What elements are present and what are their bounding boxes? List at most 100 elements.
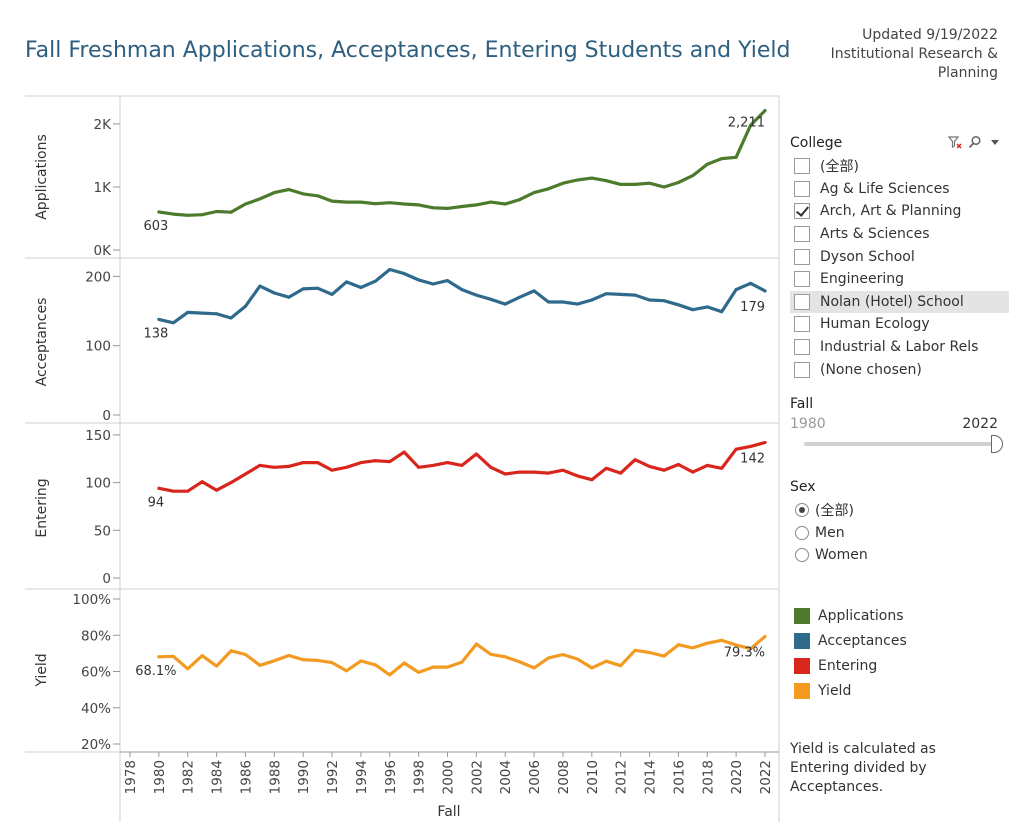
x-tick-label: 2014 [643, 760, 659, 794]
x-tick-label: 2020 [729, 760, 745, 794]
y-tick-label: 100 [85, 476, 111, 492]
college-checkbox[interactable] [794, 293, 810, 310]
data-point [720, 310, 724, 314]
fall-slider-handle[interactable] [991, 435, 1003, 453]
college-option[interactable]: Industrial & Labor Rels [790, 336, 1006, 359]
x-tick-label: 1984 [210, 760, 226, 794]
data-point [749, 123, 753, 127]
data-point [734, 643, 738, 647]
college-option[interactable]: Arts & Sciences [790, 223, 1006, 246]
sex-option[interactable]: Men [790, 522, 1006, 545]
fall-slider[interactable] [790, 434, 1006, 454]
sex-filter-title: Sex [790, 479, 816, 495]
sex-option[interactable]: (全部) [790, 499, 1006, 522]
college-checkbox[interactable] [794, 271, 810, 288]
dropdown-arrow-icon[interactable] [988, 135, 1002, 149]
data-point [604, 179, 608, 183]
college-checkbox[interactable] [794, 248, 810, 265]
clear-filter-icon[interactable] [948, 135, 962, 149]
legend-label: Applications [818, 607, 904, 624]
data-point [301, 287, 305, 291]
data-point [460, 288, 464, 292]
data-point [489, 465, 493, 469]
college-filter: College (全部) Ag & Life Sciences Arch, Art … [790, 135, 1009, 381]
search-icon[interactable] [968, 135, 982, 149]
data-point [244, 304, 247, 308]
college-option-label: Arts & Sciences [820, 226, 930, 243]
data-point [460, 463, 464, 467]
college-option[interactable]: (全部) [790, 155, 1006, 178]
college-checkbox[interactable] [794, 316, 810, 333]
college-checkbox[interactable] [794, 339, 810, 356]
sex-option[interactable]: Women [790, 544, 1006, 567]
y-tick-label: 200 [85, 269, 111, 285]
college-option[interactable]: Human Ecology [790, 313, 1006, 336]
legend-label: Entering [818, 657, 878, 674]
college-checkbox[interactable] [794, 180, 810, 197]
college-option[interactable]: Arch, Art & Planning [790, 200, 1006, 223]
sex-radio[interactable] [795, 525, 809, 540]
x-tick-label: 2008 [556, 760, 572, 794]
college-option[interactable]: Ag & Life Sciences [790, 178, 1006, 201]
data-point [417, 278, 421, 282]
data-point [388, 268, 392, 271]
yield-note-line1: Yield is calculated as [790, 741, 936, 757]
legend-swatch [794, 632, 810, 649]
data-point [244, 202, 247, 206]
college-option-label: (全部) [820, 159, 859, 176]
data-point [431, 282, 435, 286]
updated-note: Updated 9/19/2022 Institutional Research… [778, 26, 998, 83]
college-checkbox[interactable] [794, 226, 810, 243]
data-point [691, 646, 695, 650]
data-point [359, 461, 363, 465]
y-tick-label: 0K [94, 243, 113, 259]
sex-radio[interactable] [795, 503, 809, 518]
college-option[interactable]: (None chosen) [790, 358, 1006, 381]
data-point [345, 280, 348, 284]
college-checkbox[interactable] [794, 361, 810, 378]
data-point [474, 452, 478, 456]
data-point [186, 310, 190, 314]
college-list: (全部) Ag & Life Sciences Arch, Art & Planni… [790, 155, 1009, 381]
legend-item[interactable]: Applications [790, 603, 1006, 628]
data-point [561, 653, 565, 657]
data-point [532, 289, 536, 293]
college-checkbox[interactable] [794, 203, 810, 220]
data-point [604, 292, 608, 296]
data-point [676, 181, 680, 184]
data-point [345, 669, 348, 673]
data-point [720, 638, 724, 642]
college-option[interactable]: Engineering [790, 268, 1006, 291]
sex-radio[interactable] [795, 548, 809, 563]
y-tick-label: 60% [81, 665, 111, 681]
data-point [749, 281, 753, 285]
data-point [359, 286, 363, 289]
x-tick-label: 2004 [498, 760, 514, 794]
legend-item[interactable]: Yield [790, 678, 1006, 703]
color-legend: Applications Acceptances Entering Yield [790, 603, 1006, 703]
data-point [734, 155, 738, 159]
legend-item[interactable]: Acceptances [790, 628, 1006, 653]
data-point [373, 202, 377, 206]
data-point [460, 205, 464, 208]
first-value-label: 138 [143, 326, 168, 341]
data-point [373, 663, 377, 667]
data-point [575, 178, 579, 182]
data-point [316, 194, 320, 198]
data-point [590, 298, 594, 302]
college-option[interactable]: Nolan (Hotel) School [790, 290, 1009, 314]
last-value-label: 142 [740, 452, 765, 467]
data-point [272, 291, 276, 295]
legend-item[interactable]: Entering [790, 653, 1006, 678]
data-point [547, 656, 550, 660]
y-tick-label: 150 [85, 428, 111, 444]
data-point [474, 642, 478, 646]
legend-swatch [794, 657, 810, 674]
college-filter-tools [948, 135, 1002, 149]
college-checkbox[interactable] [794, 158, 810, 175]
series-line-applications [157, 108, 767, 217]
data-point [431, 463, 435, 467]
data-point [258, 663, 262, 667]
college-option[interactable]: Dyson School [790, 245, 1006, 268]
data-point [402, 661, 406, 665]
